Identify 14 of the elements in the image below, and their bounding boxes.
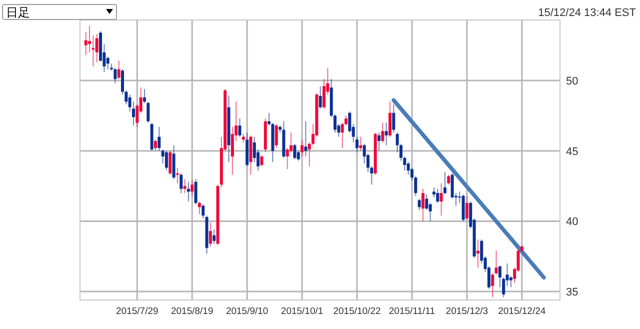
y-tick-label: 45 xyxy=(566,146,578,158)
x-tick-label: 2015/10/22 xyxy=(333,306,381,317)
x-tick-label: 2015/8/19 xyxy=(170,306,214,317)
selector: 日足 xyxy=(2,4,117,20)
x-tick-label: 2015/11/11 xyxy=(388,306,436,317)
x-tick-label: 2015/12/3 xyxy=(446,306,488,317)
y-tick-label: 50 xyxy=(566,76,578,88)
x-tick-label: 2015/7/29 xyxy=(116,306,158,317)
x-tick-label: 2015/12/24 xyxy=(498,306,546,317)
text: 15/12/24 13:44 EST xyxy=(538,7,636,19)
x-tick-label: 2015/9/10 xyxy=(226,306,268,317)
y-tick-label: 40 xyxy=(566,216,578,228)
x-tick-label: 2015/10/1 xyxy=(280,306,324,317)
y-tick-label: 35 xyxy=(566,286,578,299)
